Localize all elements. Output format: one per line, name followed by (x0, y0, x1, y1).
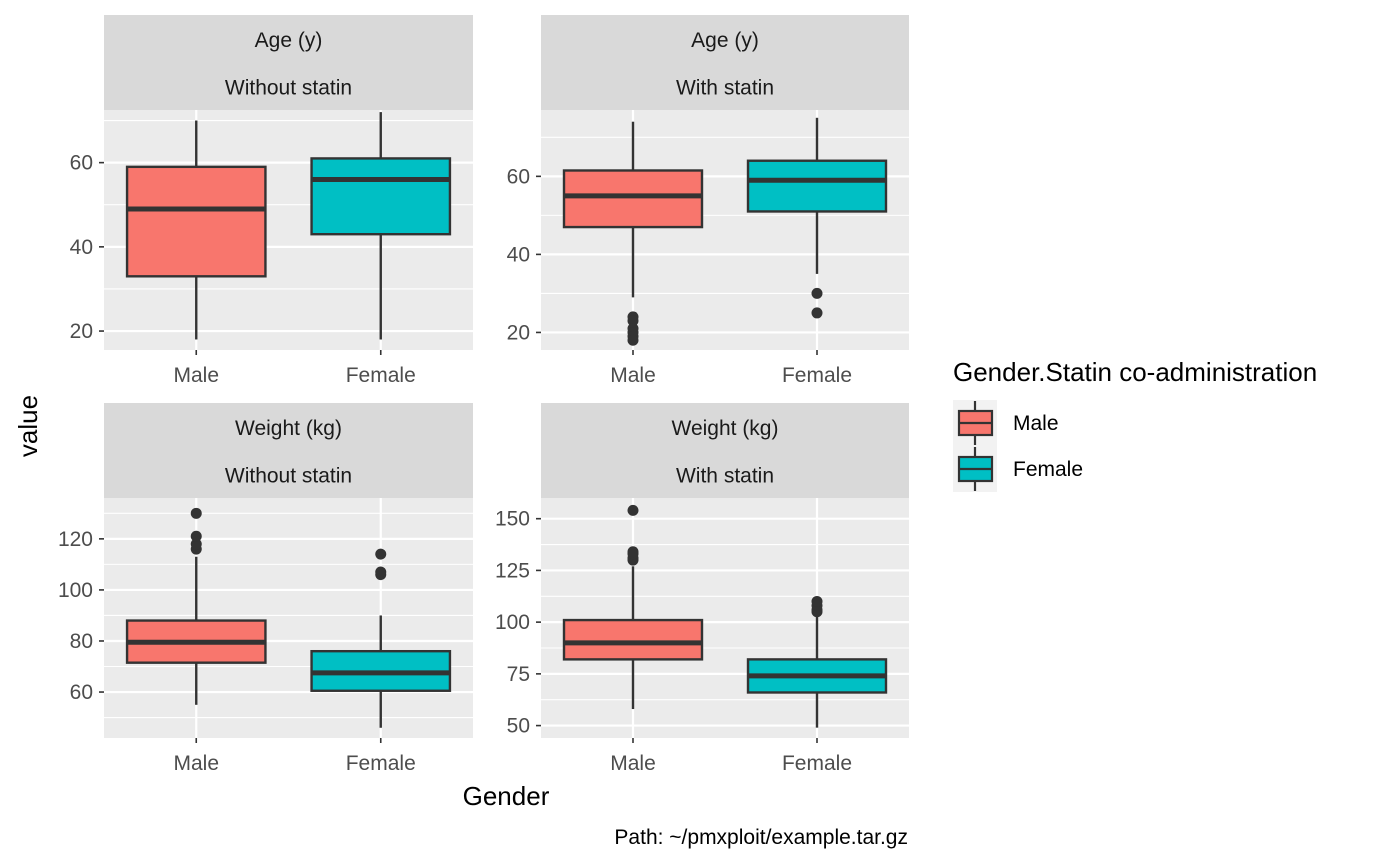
x-tick-label: Female (782, 752, 852, 775)
facet-strip-label: Age (y) (255, 29, 323, 52)
box-female (310, 548, 452, 728)
outlier-point (627, 546, 639, 558)
box-female (310, 112, 452, 340)
box-male (125, 120, 267, 340)
box-male (562, 121, 704, 346)
outlier-point (627, 334, 639, 346)
y-tick-label: 40 (70, 236, 93, 259)
facet-strip-label: Without statin (225, 464, 352, 487)
legend: Gender.Statin co-administration Male Fema… (953, 357, 1317, 492)
outlier-point (811, 307, 823, 319)
x-tick-label: Male (173, 752, 219, 775)
y-tick-label: 60 (70, 681, 93, 704)
box-body (562, 618, 704, 661)
y-tick-label: 20 (507, 321, 530, 344)
legend-label: Male (1013, 412, 1059, 435)
y-tick-label: 75 (507, 663, 530, 686)
y-tick-label: 20 (70, 320, 93, 343)
x-tick-label: Male (610, 752, 656, 775)
x-tick-label: Female (782, 364, 852, 387)
x-tick-label: Male (173, 364, 219, 387)
legend-title: Gender.Statin co-administration (953, 357, 1317, 387)
y-tick-label: 80 (70, 630, 93, 653)
facet-strip-label: Weight (kg) (672, 417, 779, 440)
outlier-point (811, 595, 823, 607)
y-tick-label: 40 (507, 243, 530, 266)
box-body (125, 165, 267, 278)
legend-keys: Male Female (953, 400, 1083, 492)
y-tick-label: 120 (58, 528, 93, 551)
box-male (562, 504, 704, 710)
caption: Path: ~/pmxploit/example.tar.gz (614, 826, 908, 849)
legend-key-male: Male (953, 400, 1059, 446)
panel-1: Age (y) Without statin 20 40 60 Male Female (70, 15, 473, 387)
facet-strip (541, 15, 909, 110)
panel-2: Age (y) With statin 20 40 60 Male Female (507, 15, 909, 387)
y-tick-label: 100 (58, 579, 93, 602)
y-tick-label: 125 (495, 559, 530, 582)
facet-strip-label: With statin (676, 464, 774, 487)
legend-label: Female (1013, 458, 1083, 481)
facet-strip (541, 403, 909, 498)
outlier-point (811, 287, 823, 299)
outlier-point (190, 538, 202, 550)
box-body (310, 157, 452, 236)
outlier-point (190, 530, 202, 542)
y-tick-label: 150 (495, 508, 530, 531)
facet-strip (104, 403, 473, 498)
outlier-point (627, 315, 639, 327)
facet-strip-label: Age (y) (691, 29, 759, 52)
legend-key-female: Female (953, 446, 1083, 492)
x-tick-label: Female (346, 364, 416, 387)
facet-strip-label: With statin (676, 76, 774, 99)
box-male (125, 507, 267, 705)
panel-3: Weight (kg) Without statin 60 80 100 120 Male F… (58, 403, 473, 775)
facet-strip (104, 15, 473, 110)
y-tick-label: 50 (507, 715, 530, 738)
y-tick-label: 60 (507, 165, 530, 188)
panel-background (104, 498, 473, 738)
y-tick-label: 100 (495, 611, 530, 634)
panel-background (541, 110, 909, 350)
y-axis-title: value (13, 395, 43, 457)
outlier-point (190, 507, 202, 519)
x-tick-label: Female (346, 752, 416, 775)
outlier-point (375, 566, 387, 578)
facet-strip-label: Without statin (225, 76, 352, 99)
box-body (746, 159, 888, 213)
box-female (746, 595, 888, 728)
panel-4: Weight (kg) With statin 50 75 100 125 150 Male F… (495, 403, 909, 775)
x-tick-label: Male (610, 364, 656, 387)
box-female (746, 117, 888, 319)
facet-strip-label: Weight (kg) (235, 417, 342, 440)
y-tick-label: 60 (70, 152, 93, 175)
outlier-point (627, 504, 639, 516)
box-body (562, 169, 704, 229)
x-axis-title: Gender (463, 781, 550, 811)
outlier-point (375, 548, 387, 560)
panel-background (541, 498, 909, 738)
